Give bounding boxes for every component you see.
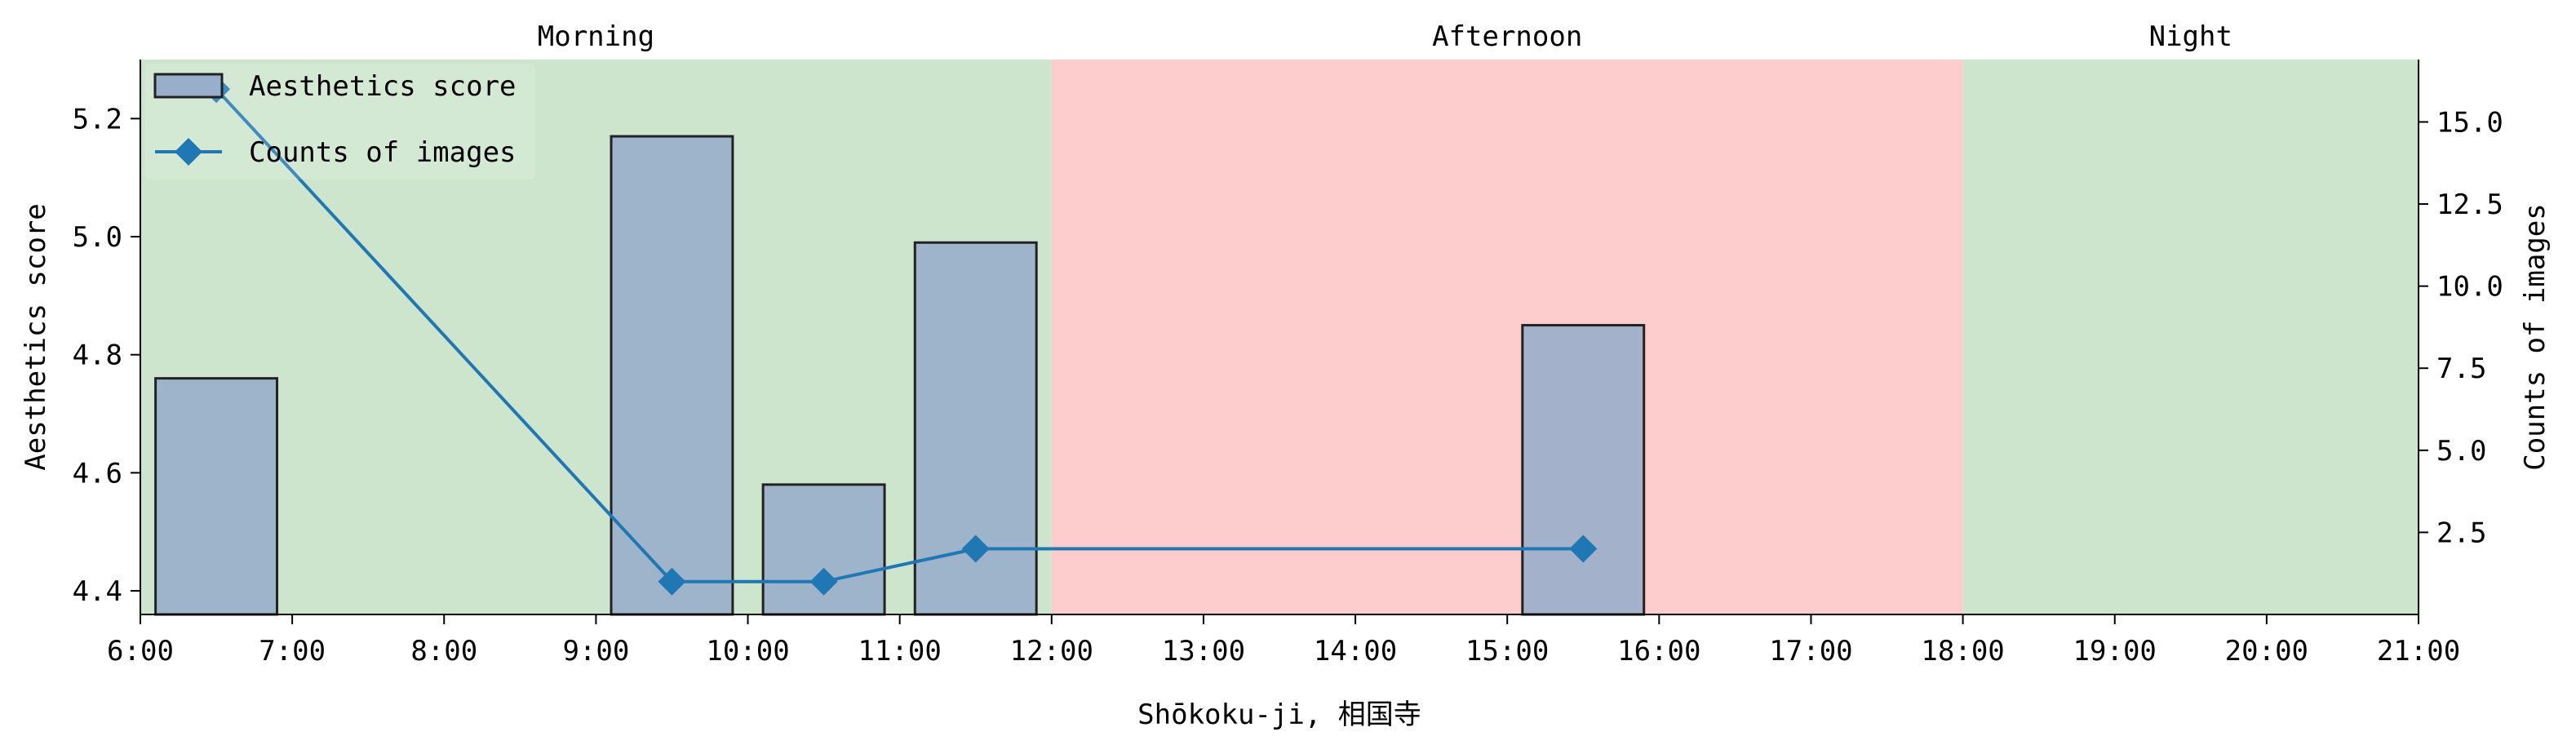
x-tick-label: 12:00 — [1010, 635, 1093, 668]
x-tick-label: 20:00 — [2225, 635, 2308, 668]
x-tick-label: 14:00 — [1314, 635, 1397, 668]
y-axis-label: Aesthetics score — [20, 203, 52, 471]
legend-line-label: Counts of images — [249, 136, 517, 169]
y-tick-label: 5.2 — [73, 103, 122, 135]
x-tick-label: 21:00 — [2377, 635, 2460, 668]
x-tick-label: 19:00 — [2073, 635, 2157, 668]
x-tick-label: 17:00 — [1769, 635, 1852, 668]
y-left-ticks: 4.4 4.6 4.8 5.0 5.2 — [73, 103, 140, 608]
y-tick-label: 5.0 — [73, 221, 122, 254]
period-label: Night — [2149, 20, 2232, 53]
x-ticks: 6:00 7:00 8:00 9:00 10:00 11:00 12:00 13:00 14:0… — [107, 614, 2460, 668]
period-label: Afternoon — [1432, 20, 1582, 53]
y2-tick-label: 5.0 — [2436, 435, 2486, 468]
x-tick-label: 7:00 — [259, 635, 326, 668]
line-point — [658, 567, 686, 596]
period-band — [140, 60, 1052, 614]
y-tick-label: 4.4 — [73, 575, 122, 608]
y2-tick-label: 12.5 — [2436, 188, 2503, 221]
legend-bar-swatch — [153, 73, 224, 99]
x-tick-label: 11:00 — [858, 635, 941, 668]
period-label: Morning — [538, 20, 654, 53]
x-tick-label: 9:00 — [562, 635, 629, 668]
x-tick-label: 15:00 — [1465, 635, 1549, 668]
x-tick-label: 16:00 — [1617, 635, 1700, 668]
line-point — [809, 567, 838, 596]
x-axis-label: Shōkoku-ji, 相国寺 — [1137, 699, 1421, 731]
bar — [154, 377, 279, 616]
legend-line-marker — [175, 138, 202, 166]
y2-tick-label: 15.0 — [2436, 106, 2503, 139]
y2-tick-label: 10.0 — [2436, 271, 2503, 304]
y2-tick-label: 7.5 — [2436, 353, 2486, 385]
period-band — [1051, 60, 1963, 614]
period-band — [1962, 60, 2419, 614]
x-tick-label: 18:00 — [1921, 635, 2004, 668]
counts-line — [202, 75, 1598, 596]
x-tick-label: 8:00 — [410, 635, 477, 668]
y-tick-label: 4.8 — [73, 339, 122, 372]
bar — [1521, 324, 1646, 616]
legend-frame — [145, 64, 535, 180]
x-tick-label: 10:00 — [706, 635, 789, 668]
x-tick-label: 13:00 — [1162, 635, 1245, 668]
y2-axis-label: Counts of images — [2519, 203, 2552, 471]
y-right-ticks: 2.5 5.0 7.5 10.0 12.5 15.0 — [2419, 106, 2503, 549]
y-tick-label: 4.6 — [73, 457, 122, 490]
aesthetics-bars — [154, 135, 1646, 616]
legend-bar-label: Aesthetics score — [249, 70, 517, 103]
legend: Aesthetics score Counts of images — [145, 64, 535, 180]
bar — [610, 135, 734, 616]
y2-tick-label: 2.5 — [2436, 517, 2486, 549]
line-point — [961, 534, 990, 563]
time-period-labels: Morning Afternoon Night — [538, 20, 2232, 53]
x-tick-label: 6:00 — [107, 635, 174, 668]
time-period-bands — [140, 60, 2419, 614]
axes — [140, 60, 2419, 615]
line-point — [1569, 534, 1598, 563]
